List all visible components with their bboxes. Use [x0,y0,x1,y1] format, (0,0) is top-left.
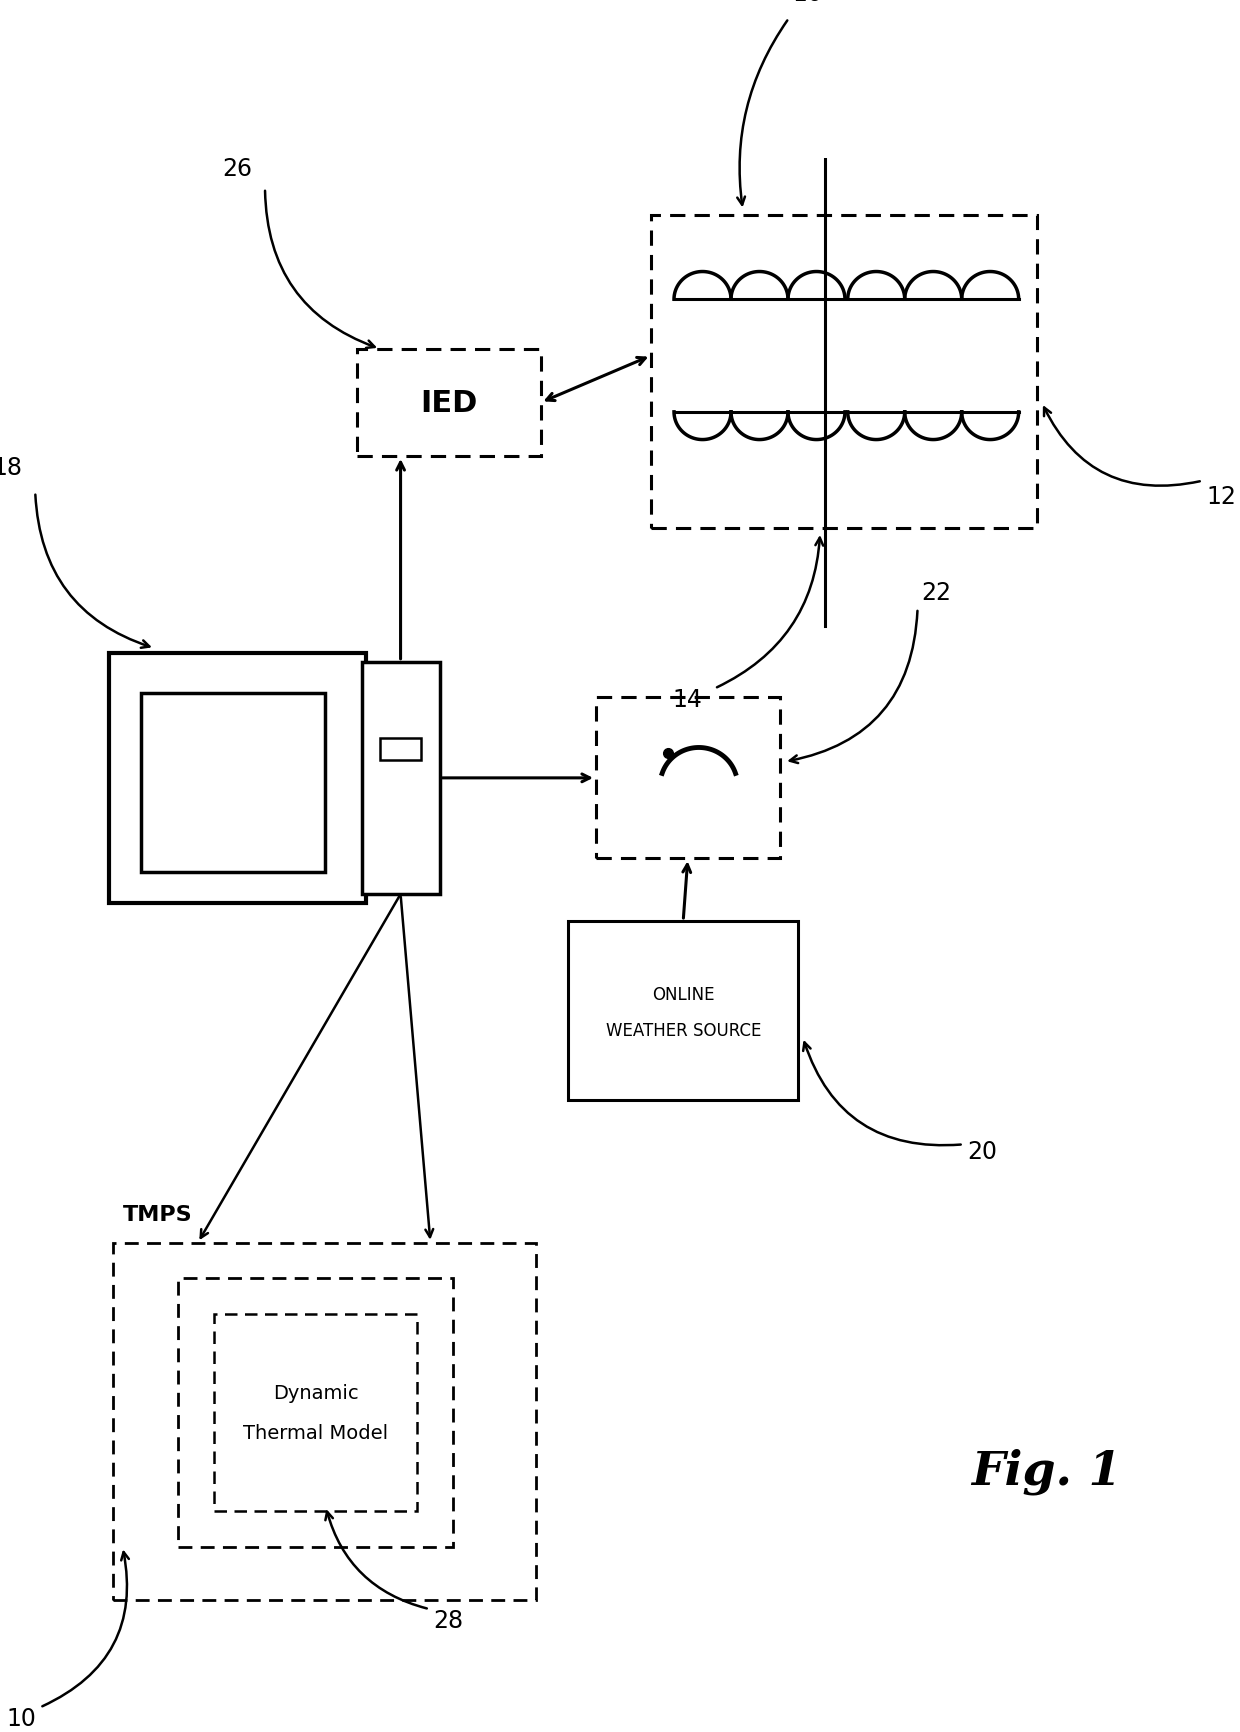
Text: TMPS: TMPS [123,1205,192,1225]
Bar [379,738,422,760]
Text: 14: 14 [672,688,702,712]
Text: 10: 10 [6,1706,36,1730]
Text: 12: 12 [1207,485,1236,507]
Text: Fig. 1: Fig. 1 [971,1448,1121,1495]
Text: 16: 16 [792,0,822,7]
Text: 28: 28 [433,1607,463,1632]
Text: Thermal Model: Thermal Model [243,1422,388,1441]
Text: Dynamic: Dynamic [273,1384,358,1403]
Text: 22: 22 [921,580,951,604]
Text: IED: IED [420,388,477,417]
Text: 26: 26 [222,156,253,180]
Bar [141,693,325,873]
Text: 20: 20 [967,1140,997,1164]
Bar [362,662,440,894]
Bar [215,1315,417,1510]
Text: ONLINE: ONLINE [652,986,714,1003]
Text: 18: 18 [0,456,22,480]
Bar [109,653,366,904]
Bar [113,1244,536,1600]
Bar [596,698,780,859]
Bar [177,1278,454,1547]
Bar [568,921,799,1100]
Bar [357,350,541,457]
Bar [651,216,1037,528]
Text: WEATHER SOURCE: WEATHER SOURCE [605,1022,761,1039]
